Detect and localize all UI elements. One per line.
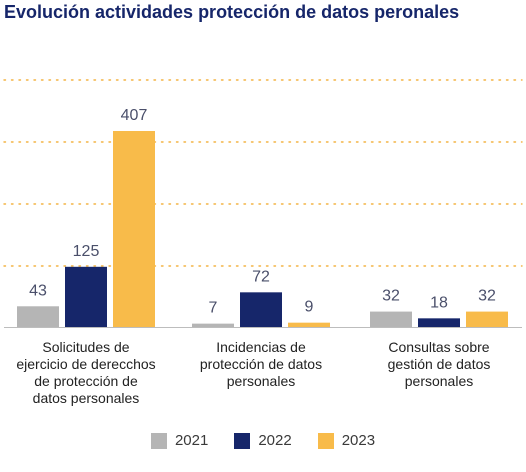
category-label-line: ejercicio de derecchos xyxy=(16,356,155,372)
legend-label: 2021 xyxy=(174,432,209,449)
bar-2022-3 xyxy=(418,318,460,327)
value-label-2023-3: 32 xyxy=(478,288,496,305)
bar-2022-1 xyxy=(65,266,107,327)
category-label-line: protección de datos xyxy=(200,356,322,372)
legend-item-2021: 2021 xyxy=(150,432,209,449)
value-label-2022-1: 125 xyxy=(73,243,100,260)
category-label-line: personales xyxy=(405,373,474,389)
value-label-2021-2: 7 xyxy=(209,300,218,317)
value-label-2023-2: 9 xyxy=(305,299,314,316)
bar-2021-2 xyxy=(192,323,234,327)
legend-item-2022: 2022 xyxy=(234,432,292,449)
category-label-2: Incidencias de protección de datos persona… xyxy=(200,339,322,389)
bar-2023-2 xyxy=(288,322,330,327)
bar-2023-3 xyxy=(466,311,508,327)
legend-label: 2022 xyxy=(258,432,292,449)
bar-2022-2 xyxy=(240,292,282,327)
bar-2021-3 xyxy=(370,311,412,327)
legend-item-2023: 2023 xyxy=(317,432,376,449)
legend-swatch xyxy=(234,432,251,449)
bar-2021-1 xyxy=(17,306,59,327)
bar-chart: 43 125 407 Solicitudes de ejercicio de derec… xyxy=(3,79,523,406)
value-label-2022-2: 72 xyxy=(252,268,270,285)
value-label-2021-3: 32 xyxy=(382,288,400,305)
chart-legend: 2021 2022 2023 xyxy=(0,432,526,449)
category-label-line: datos personales xyxy=(33,390,140,406)
category-label-1: Solicitudes de ejercicio de derecchos de p… xyxy=(16,339,155,406)
category-label-line: Solicitudes de xyxy=(42,339,129,355)
category-label-line: Consultas sobre xyxy=(388,339,489,355)
category-label-line: gestión de datos xyxy=(388,356,491,372)
value-label-2023-1: 407 xyxy=(121,107,148,124)
chart-title: Evolución actividades protección de dato… xyxy=(4,2,460,22)
legend-swatch xyxy=(317,432,334,449)
category-label-3: Consultas sobre gestión de datos personale… xyxy=(388,339,491,389)
category-label-line: de protección de xyxy=(34,373,138,389)
legend-swatch xyxy=(150,432,167,449)
value-label-2021-1: 43 xyxy=(29,282,47,299)
legend-label: 2023 xyxy=(341,432,376,449)
bar-2023-1 xyxy=(113,131,155,327)
category-label-line: personales xyxy=(227,373,296,389)
value-label-2022-3: 18 xyxy=(430,294,448,311)
category-label-line: Incidencias de xyxy=(216,339,306,355)
